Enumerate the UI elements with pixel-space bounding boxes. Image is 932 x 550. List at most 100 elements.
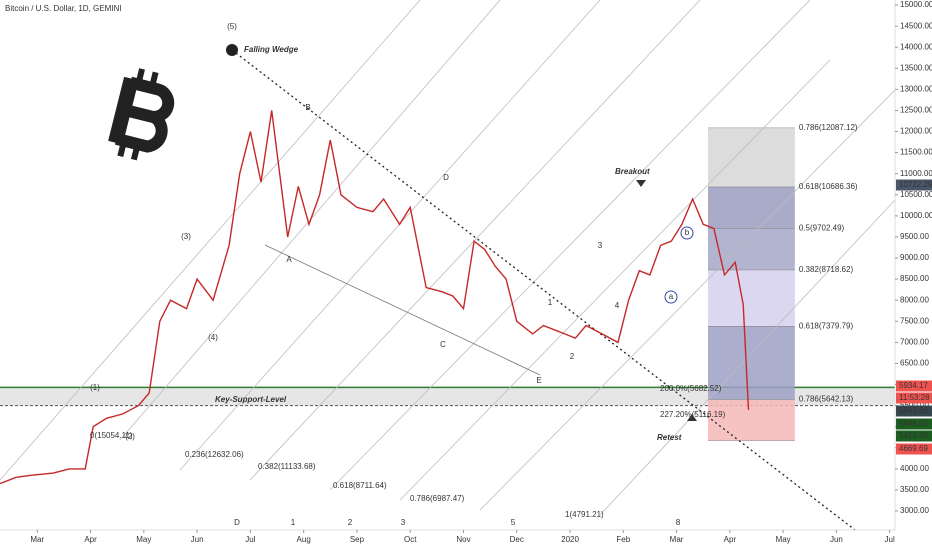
fib-fan-label: 227.20%(5116.19): [660, 410, 726, 419]
y-tick-label: 7000.00: [900, 337, 929, 346]
fib-label: 0.786(12087.12): [799, 123, 858, 132]
wedge-upper: [231, 49, 856, 531]
price-axis: [895, 0, 932, 530]
wedge-lower: [264, 244, 541, 376]
wave-label: A: [286, 255, 292, 264]
chart-title: Bitcoin / U.S. Dollar, 1D, GEMINI: [5, 4, 121, 13]
fib-label: 0.786(5642.13): [799, 395, 854, 404]
annotation: Retest: [657, 433, 682, 442]
breakout-arrow: [636, 180, 646, 187]
price-tag-label: 10722.29: [899, 180, 932, 189]
fib-label: 0.382(8718.62): [799, 265, 854, 274]
fib-fan-label: 0.786(6987.47): [410, 494, 465, 503]
fib-fan-label: 0(15054.11): [90, 431, 133, 440]
price-tag: [896, 179, 932, 191]
axis-marker: 5: [511, 518, 516, 527]
x-tick-label: Sep: [350, 535, 365, 544]
x-tick-label: Jul: [245, 535, 255, 544]
axis-marker: 2: [348, 518, 353, 527]
wave-label: (4): [208, 333, 218, 342]
fib-fan-label: 0.236(12632.06): [185, 450, 244, 459]
wave-label: E: [536, 376, 541, 385]
fib-fan-label: 1(4791.21): [565, 510, 604, 519]
wave-label: C: [440, 340, 446, 349]
x-tick-label: Mar: [30, 535, 44, 544]
x-tick-label: Aug: [297, 535, 311, 544]
retest-arrow: [687, 414, 697, 421]
price-tag: [896, 380, 932, 392]
axis-marker: 8: [676, 518, 681, 527]
bitcoin-logo: [108, 68, 175, 161]
x-tick-label: 2020: [561, 535, 579, 544]
axis-marker: D: [234, 518, 240, 527]
wave-label: (1): [90, 383, 100, 392]
y-tick-label: 3500.00: [900, 485, 929, 494]
wave-label: B: [305, 103, 310, 112]
x-tick-label: Nov: [456, 535, 470, 544]
wave-circle: [680, 226, 694, 240]
x-tick-label: Mar: [670, 535, 684, 544]
price-tag-label: 5423.40: [899, 431, 928, 440]
support-zone: [0, 387, 895, 406]
price-tag: [896, 443, 932, 455]
fib-band: [708, 127, 795, 187]
fib-fan-label: 200.0%(5682.52): [660, 384, 722, 393]
price-tag: [896, 405, 932, 417]
fib-label: 0.618(7379.79): [799, 321, 854, 330]
y-tick-label: 12000.00: [900, 127, 932, 136]
fib-band: [708, 269, 795, 327]
wave-label: 1: [548, 298, 553, 307]
fib-label: 0.5(9702.49): [799, 224, 845, 233]
layer: [0, 127, 895, 441]
price-tag: [896, 430, 932, 442]
fib-band: [708, 186, 795, 229]
price-tag: [896, 392, 932, 404]
y-tick-label: 9000.00: [900, 253, 929, 262]
wave-label: (2): [125, 432, 135, 441]
y-tick-label: 14500.00: [900, 21, 932, 30]
price-tag-label: 5934.17: [899, 381, 928, 390]
fib-fan-label: 0.382(11133.68): [258, 462, 316, 471]
x-tick-label: Oct: [404, 535, 417, 544]
price-tag-label: 5843.66: [899, 406, 928, 415]
y-tick-label: 11000.00: [900, 169, 932, 178]
price-tag-label: 11:53:28: [899, 393, 930, 402]
x-tick-label: Jul: [885, 535, 895, 544]
y-tick-label: 8000.00: [900, 295, 929, 304]
wave-label: 3: [598, 241, 603, 250]
fib-fan-label: 0.618(8711.64): [333, 481, 387, 490]
x-tick-label: Jun: [830, 535, 843, 544]
y-tick-label: 10000.00: [900, 211, 932, 220]
axis-marker: 3: [401, 518, 406, 527]
annotation: Falling Wedge: [244, 45, 299, 54]
y-tick-label: 7500.00: [900, 316, 929, 325]
y-tick-label: 3000.00: [900, 506, 929, 515]
annotation: Breakout: [615, 167, 650, 176]
x-tick-label: Jun: [191, 535, 204, 544]
price-tag: [896, 418, 932, 430]
y-tick-label: 14000.00: [900, 42, 932, 51]
x-tick-label: Apr: [84, 535, 97, 544]
y-tick-label: 10500.00: [900, 190, 932, 199]
y-tick-label: 13000.00: [900, 84, 932, 93]
wave-label: (3): [181, 232, 191, 241]
wave-label: 2: [570, 352, 575, 361]
y-tick-label: 5500.00: [900, 401, 929, 410]
channel-lines: [0, 0, 896, 516]
y-tick-label: 4000.00: [900, 464, 929, 473]
annotation: Key-Support-Level: [215, 395, 287, 404]
y-tick-label: 11500.00: [900, 148, 932, 157]
y-tick-label: 13500.00: [900, 63, 932, 72]
wave-label: b: [685, 228, 690, 237]
x-tick-label: Apr: [724, 535, 737, 544]
fib-label: 0.618(10686.36): [799, 182, 858, 191]
price-tag-label: 5848.92: [899, 419, 928, 428]
x-tick-label: Feb: [616, 535, 630, 544]
fib-band: [708, 228, 795, 270]
fib-band: [708, 399, 795, 441]
wave-label: D: [443, 173, 449, 182]
wave-label: (5): [227, 22, 237, 31]
price-line: [0, 110, 750, 485]
wedge-start: [226, 44, 238, 56]
